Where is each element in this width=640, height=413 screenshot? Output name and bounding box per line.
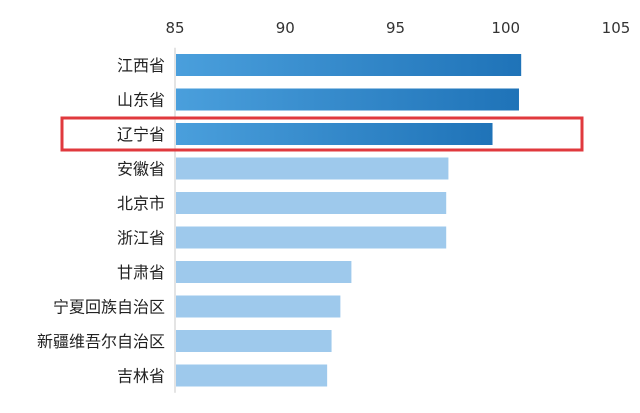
bar xyxy=(176,295,341,318)
x-tick-label: 105 xyxy=(602,19,631,37)
category-label: 新疆维吾尔自治区 xyxy=(37,332,165,351)
bar xyxy=(176,364,328,387)
category-label: 北京市 xyxy=(117,194,165,213)
x-tick-label: 95 xyxy=(386,19,405,37)
category-label: 甘肃省 xyxy=(117,263,165,282)
category-label: 山东省 xyxy=(117,91,165,110)
category-label: 辽宁省 xyxy=(117,125,165,144)
bar xyxy=(176,88,519,111)
category-label: 江西省 xyxy=(117,56,165,75)
x-tick-label: 100 xyxy=(491,19,520,37)
category-label: 安徽省 xyxy=(117,160,165,179)
bar xyxy=(176,226,447,249)
bar xyxy=(176,123,493,145)
category-label: 宁夏回族自治区 xyxy=(53,298,165,317)
x-tick-label: 85 xyxy=(165,19,184,37)
bar xyxy=(176,330,332,352)
x-axis-ticks: 85 90 95 100 105 xyxy=(165,19,630,37)
highlight-box xyxy=(60,116,584,152)
category-label: 浙江省 xyxy=(117,229,165,248)
category-label: 吉林省 xyxy=(117,367,165,386)
bar xyxy=(176,54,522,76)
x-tick-label: 90 xyxy=(276,19,295,37)
bar xyxy=(176,261,352,283)
bar xyxy=(176,157,449,180)
bars-group xyxy=(176,54,522,387)
bar xyxy=(176,192,447,214)
